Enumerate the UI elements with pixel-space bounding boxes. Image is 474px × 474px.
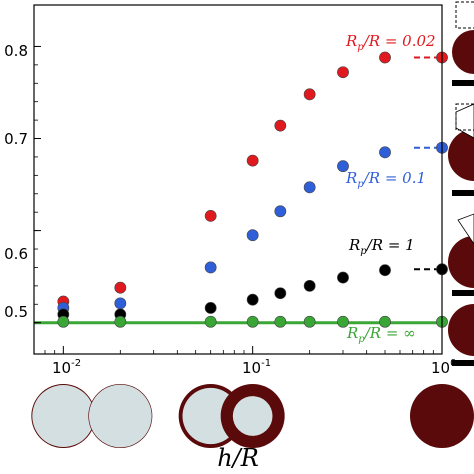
inset-particle (448, 304, 474, 356)
data-point (114, 281, 127, 294)
data-point (379, 51, 391, 64)
data-point (204, 209, 217, 222)
data-point (337, 160, 349, 173)
data-point (246, 293, 259, 306)
data-points-layer (57, 51, 448, 328)
data-point (274, 119, 287, 132)
right-inset-panels (448, 1, 474, 366)
data-point (246, 315, 259, 328)
y-tick-label: 0.6 (4, 245, 28, 263)
inset-particle (448, 236, 474, 288)
x-axis-label: h/R (217, 444, 259, 472)
x-tick-label: 10-2 (52, 358, 81, 377)
data-point (303, 279, 316, 292)
inset-particle (448, 129, 474, 181)
shell-icon-core (88, 384, 152, 448)
inset-scale-bar (452, 190, 474, 196)
data-point (379, 146, 391, 159)
inset-dashed-box (455, 1, 474, 29)
inset-cap (457, 213, 474, 245)
data-point (379, 264, 391, 277)
inset-cap (455, 103, 474, 139)
data-point (274, 205, 287, 218)
annotation-rp-002: Rp/R = 0.02 (345, 32, 436, 53)
plot-frame (33, 4, 443, 355)
data-point (114, 315, 127, 328)
inset-scale-bar (452, 360, 474, 366)
data-point (246, 154, 259, 167)
data-point (246, 229, 259, 242)
y-tick-label: 0.8 (4, 42, 28, 60)
data-point (204, 315, 217, 328)
shell-icon-core (32, 384, 95, 448)
data-point (337, 66, 349, 79)
data-point (274, 315, 287, 328)
x-tick-label: 10-1 (242, 358, 271, 377)
plot-background (34, 5, 442, 354)
inset-scale-bar (452, 290, 474, 296)
data-point (303, 88, 316, 101)
annotation-rp-01: Rp/R = 0.1 (345, 169, 426, 190)
data-point (114, 297, 127, 310)
annotation-rp-1: Rp/R = 1 (348, 236, 415, 257)
data-point (337, 315, 349, 328)
inset-dashed-box (455, 103, 474, 131)
y-tick-label: 0.5 (4, 303, 28, 321)
data-point (204, 302, 217, 314)
y-tick-label: 0.7 (4, 130, 28, 148)
shell-icons-row (31, 384, 474, 448)
data-point (379, 315, 391, 328)
axis-ticks-layer (34, 45, 443, 354)
shell-icon-outer (410, 384, 474, 448)
data-point (204, 261, 217, 274)
shell-icon-core (232, 396, 273, 436)
data-point (274, 287, 287, 300)
inset-particle (452, 30, 474, 74)
data-point (303, 181, 316, 194)
annotation-rp-inf: Rp/R = ∞ (346, 324, 416, 345)
data-point (57, 315, 70, 328)
inset-scale-bar (452, 80, 474, 86)
data-point (303, 315, 316, 328)
data-point (337, 271, 349, 284)
